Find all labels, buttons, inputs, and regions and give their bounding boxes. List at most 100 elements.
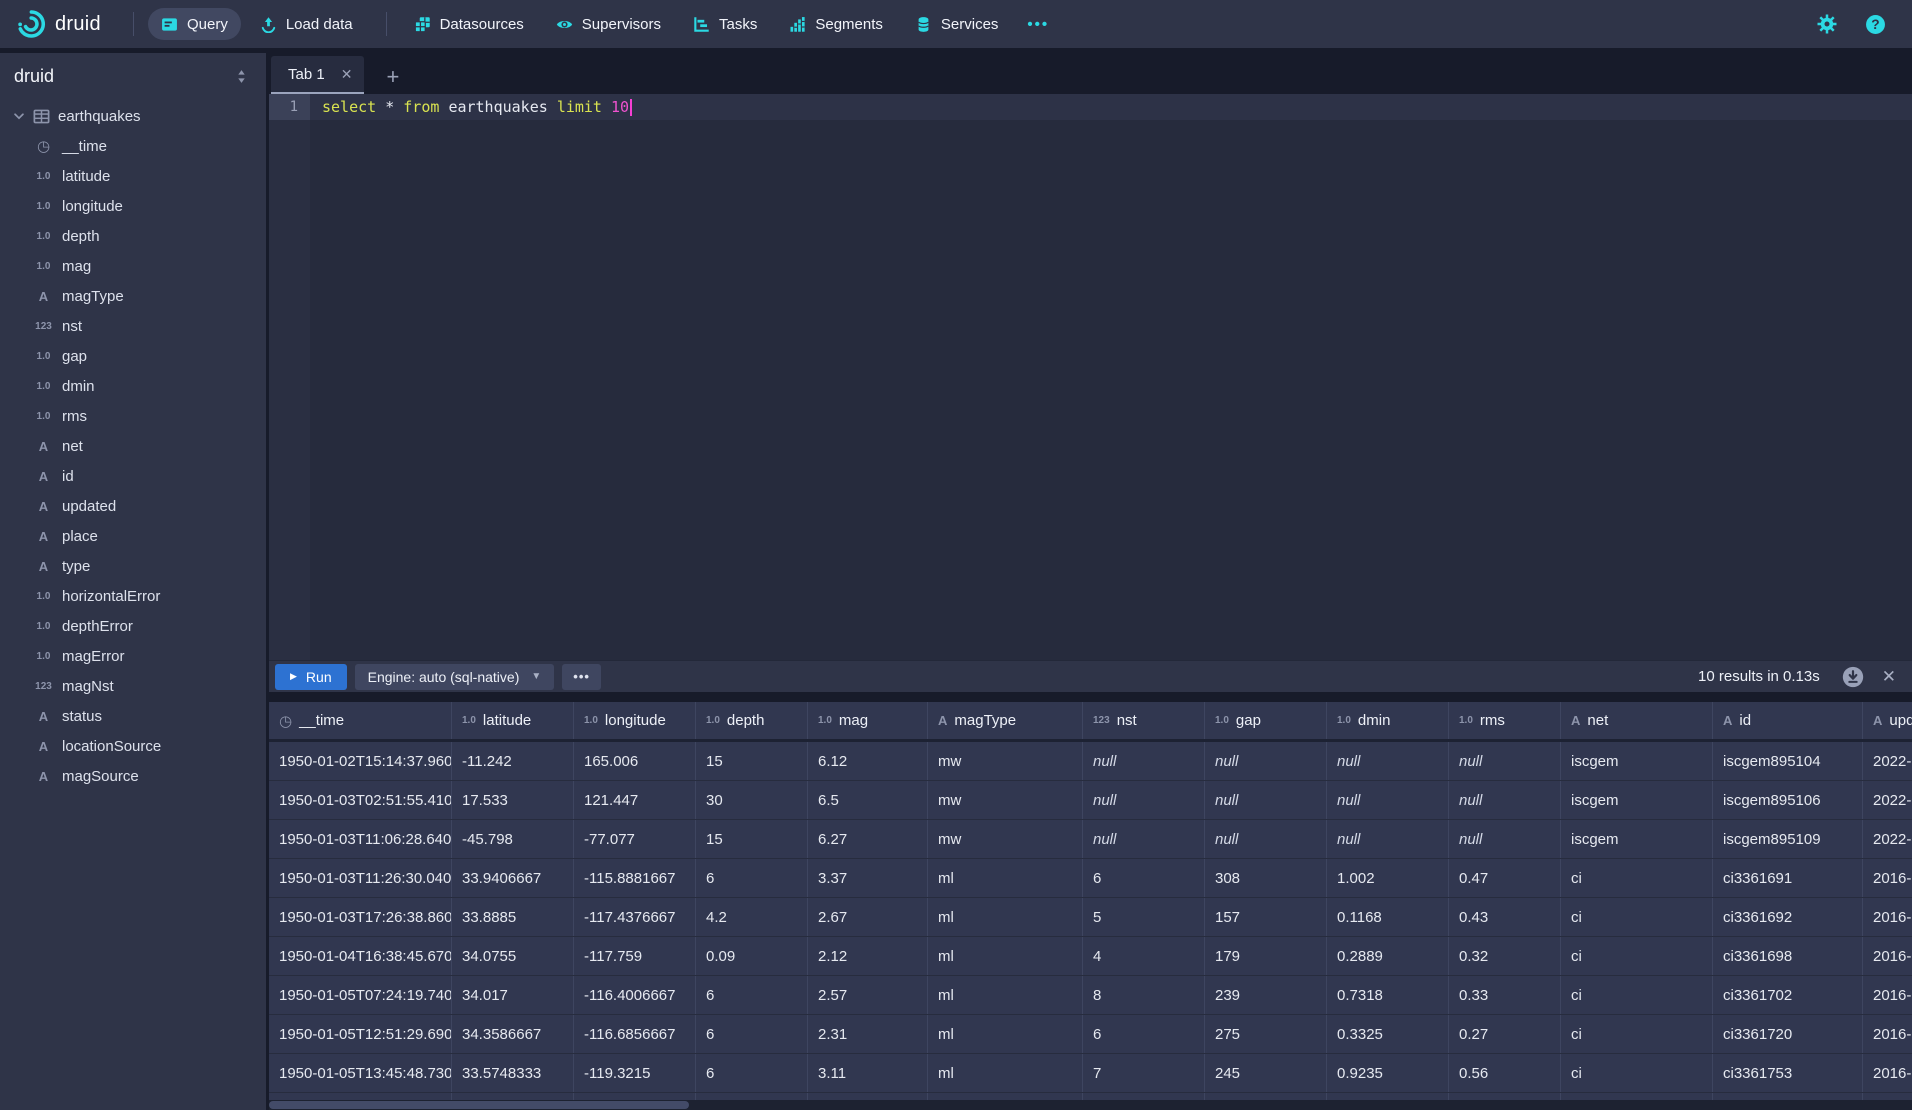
- table-cell[interactable]: 1950-01-03T02:51:55.410Z: [269, 781, 452, 819]
- tree-column-item[interactable]: A status: [0, 701, 266, 731]
- table-cell[interactable]: iscgem: [1561, 820, 1713, 858]
- table-cell[interactable]: 1950-01-05T12:51:29.690Z: [269, 1015, 452, 1053]
- table-cell[interactable]: 0.56: [1449, 1054, 1561, 1092]
- nav-item-tasks[interactable]: Tasks: [680, 8, 770, 40]
- column-header[interactable]: 1.0 longitude: [574, 702, 696, 739]
- table-cell[interactable]: ml: [928, 976, 1083, 1014]
- table-cell[interactable]: ml: [928, 1054, 1083, 1092]
- double-caret-sort-icon[interactable]: [231, 65, 252, 88]
- table-cell[interactable]: 1950-01-03T17:26:38.860Z: [269, 898, 452, 936]
- table-cell[interactable]: -77.077: [574, 820, 696, 858]
- engine-select[interactable]: Engine: auto (sql-native) ▼: [355, 664, 555, 690]
- table-cell[interactable]: -119.3215: [574, 1054, 696, 1092]
- table-cell[interactable]: [808, 1093, 928, 1100]
- download-icon[interactable]: [1842, 666, 1864, 688]
- table-cell[interactable]: 1950-01-05T13:45:48.730Z: [269, 1054, 452, 1092]
- table-cell[interactable]: 239: [1205, 976, 1327, 1014]
- table-cell[interactable]: -45.798: [452, 820, 574, 858]
- table-cell[interactable]: ml: [928, 898, 1083, 936]
- query-more-button[interactable]: •••: [562, 664, 601, 690]
- tree-column-item[interactable]: A net: [0, 431, 266, 461]
- table-cell[interactable]: 2.12: [808, 937, 928, 975]
- tree-column-item[interactable]: 1.0 horizontalError: [0, 581, 266, 611]
- table-cell[interactable]: 0.09: [696, 937, 808, 975]
- table-cell[interactable]: 1950-01-03T11:26:30.040Z: [269, 859, 452, 897]
- column-header[interactable]: 1.0 mag: [808, 702, 928, 739]
- table-cell[interactable]: 2016-0: [1863, 937, 1912, 975]
- table-cell[interactable]: 15: [696, 742, 808, 780]
- tree-column-item[interactable]: A id: [0, 461, 266, 491]
- table-cell[interactable]: 1950-01-03T11:06:28.640Z: [269, 820, 452, 858]
- tree-column-item[interactable]: A magSource: [0, 761, 266, 791]
- table-cell[interactable]: 308: [1205, 859, 1327, 897]
- table-cell[interactable]: ci: [1561, 898, 1713, 936]
- table-cell[interactable]: ci: [1561, 1015, 1713, 1053]
- tree-column-item[interactable]: ◷ __time: [0, 131, 266, 161]
- table-cell[interactable]: 2016-0: [1863, 1054, 1912, 1092]
- table-cell[interactable]: ci3361691: [1713, 859, 1863, 897]
- nav-item-query[interactable]: Query: [148, 8, 241, 40]
- table-cell[interactable]: null: [1449, 820, 1561, 858]
- druid-logo[interactable]: druid: [16, 9, 101, 39]
- table-cell[interactable]: mw: [928, 742, 1083, 780]
- column-header[interactable]: A id: [1713, 702, 1863, 739]
- table-cell[interactable]: 179: [1205, 937, 1327, 975]
- table-cell[interactable]: 2016-0: [1863, 859, 1912, 897]
- tree-column-item[interactable]: A magType: [0, 281, 266, 311]
- tree-column-item[interactable]: 1.0 gap: [0, 341, 266, 371]
- table-cell[interactable]: 34.3586667: [452, 1015, 574, 1053]
- table-cell[interactable]: 0.9235: [1327, 1054, 1449, 1092]
- table-cell[interactable]: [269, 1093, 452, 1100]
- table-cell[interactable]: 33.5748333: [452, 1054, 574, 1092]
- table-cell[interactable]: ci3361698: [1713, 937, 1863, 975]
- table-cell[interactable]: null: [1327, 742, 1449, 780]
- tab-close-icon[interactable]: ✕: [341, 66, 353, 83]
- table-cell[interactable]: 33.9406667: [452, 859, 574, 897]
- settings-gear-icon[interactable]: [1813, 10, 1841, 38]
- table-cell[interactable]: ci3361753: [1713, 1054, 1863, 1092]
- table-cell[interactable]: 0.27: [1449, 1015, 1561, 1053]
- table-cell[interactable]: 3.37: [808, 859, 928, 897]
- table-cell[interactable]: 2016-0: [1863, 898, 1912, 936]
- tree-column-item[interactable]: A place: [0, 521, 266, 551]
- table-cell[interactable]: 34.017: [452, 976, 574, 1014]
- table-cell[interactable]: mw: [928, 820, 1083, 858]
- table-cell[interactable]: 245: [1205, 1054, 1327, 1092]
- table-cell[interactable]: 6.5: [808, 781, 928, 819]
- table-cell[interactable]: 6: [696, 976, 808, 1014]
- nav-more-button[interactable]: •••: [1017, 16, 1059, 33]
- table-cell[interactable]: ml: [928, 937, 1083, 975]
- table-cell[interactable]: [574, 1093, 696, 1100]
- tree-column-item[interactable]: 1.0 depthError: [0, 611, 266, 641]
- tree-column-item[interactable]: 1.0 rms: [0, 401, 266, 431]
- table-cell[interactable]: ci3361720: [1713, 1015, 1863, 1053]
- table-cell[interactable]: 6: [696, 1054, 808, 1092]
- table-cell[interactable]: 1950-01-02T15:14:37.960Z: [269, 742, 452, 780]
- table-cell[interactable]: null: [1083, 820, 1205, 858]
- table-cell[interactable]: 121.447: [574, 781, 696, 819]
- table-cell[interactable]: 2022-0: [1863, 742, 1912, 780]
- table-cell[interactable]: null: [1083, 781, 1205, 819]
- run-button[interactable]: ▶ Run: [275, 664, 347, 690]
- table-cell[interactable]: 0.43: [1449, 898, 1561, 936]
- table-cell[interactable]: 15: [696, 820, 808, 858]
- table-cell[interactable]: 7: [1083, 1054, 1205, 1092]
- table-cell[interactable]: -11.242: [452, 742, 574, 780]
- table-cell[interactable]: 2022-0: [1863, 781, 1912, 819]
- table-cell[interactable]: 4: [1083, 937, 1205, 975]
- table-cell[interactable]: [1561, 1093, 1713, 1100]
- table-cell[interactable]: 5: [1083, 898, 1205, 936]
- table-cell[interactable]: [1083, 1093, 1205, 1100]
- tree-column-item[interactable]: A updated: [0, 491, 266, 521]
- table-cell[interactable]: mw: [928, 781, 1083, 819]
- tree-column-item[interactable]: A type: [0, 551, 266, 581]
- table-cell[interactable]: [1205, 1093, 1327, 1100]
- table-cell[interactable]: null: [1327, 820, 1449, 858]
- nav-item-supervisors[interactable]: Supervisors: [543, 8, 674, 40]
- table-cell[interactable]: ci: [1561, 976, 1713, 1014]
- table-cell[interactable]: iscgem895104: [1713, 742, 1863, 780]
- tab-1[interactable]: Tab 1 ✕: [271, 56, 364, 94]
- table-cell[interactable]: 6: [696, 1015, 808, 1053]
- table-cell[interactable]: 165.006: [574, 742, 696, 780]
- table-cell[interactable]: 0.1168: [1327, 898, 1449, 936]
